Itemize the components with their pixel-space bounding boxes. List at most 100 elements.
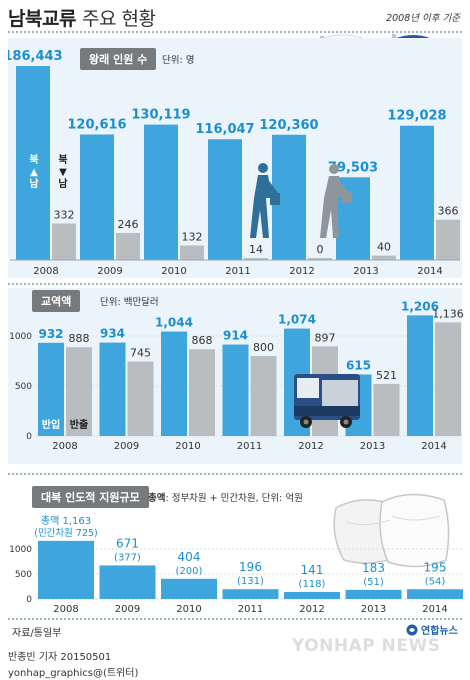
x-tick-label: 2010 — [161, 266, 186, 277]
x-tick-label: 2012 — [299, 604, 324, 615]
x-tick-label: 2010 — [176, 604, 201, 615]
legend-export: 반출 — [70, 418, 88, 431]
value-label-export: 868 — [192, 334, 213, 347]
value-label-south-to-north: 40 — [377, 241, 391, 254]
value-label-private-aid: (51) — [363, 577, 384, 588]
bar-export — [435, 322, 461, 436]
bar-export — [373, 383, 400, 436]
section3-divider — [8, 473, 462, 475]
value-label-import: 934 — [100, 327, 125, 341]
section2-unit: 단위: 백만달러 — [100, 297, 159, 308]
x-tick-label: 2013 — [360, 441, 385, 452]
x-tick-label: 2011 — [237, 441, 262, 452]
walking-person-icon — [320, 164, 352, 238]
value-label-total-aid: 183 — [362, 561, 385, 575]
bar-export — [189, 349, 215, 436]
x-tick-label: 2013 — [353, 266, 378, 277]
bar-import — [99, 342, 126, 436]
value-label-south-to-north: 0 — [317, 243, 324, 256]
x-tick-label: 2008 — [52, 441, 77, 452]
yonhap-logo-icon — [406, 624, 418, 635]
title-rest: 주요 현황 — [82, 8, 156, 30]
value-label-north-to-south: 186,443 — [8, 49, 63, 64]
bar-import — [407, 315, 433, 436]
x-tick-label: 2014 — [421, 441, 446, 452]
value-label-import: 615 — [346, 359, 371, 373]
legend-south-to-north: 북 ▼ 남 — [58, 154, 68, 190]
yonhap-logo: 연합뉴스 — [406, 622, 458, 637]
chart-trade: 0 500 1000 932 888 2008 934 745 2009 1,044 868 201… — [9, 299, 464, 452]
value-label-total-aid: 195 — [424, 560, 447, 574]
bar-import — [38, 342, 64, 436]
bar-south-to-north — [116, 232, 140, 260]
section3-unit-rest: : 정부차원 + 민간차원, 단위: 억원 — [165, 493, 303, 504]
section3-unit: 총액: 정부차원 + 민간차원, 단위: 억원 — [148, 490, 303, 504]
section3-unit-bold: 총액 — [148, 493, 166, 504]
y-tick-label: 500 — [15, 570, 32, 580]
bar-south-to-north — [244, 258, 268, 260]
bar-south-to-north — [308, 258, 332, 260]
bar-total-aid — [222, 589, 279, 599]
value-label-north-to-south: 116,047 — [195, 122, 254, 137]
value-label-import: 1,074 — [278, 313, 316, 327]
bar-total-aid — [407, 589, 463, 599]
header-divider — [8, 31, 462, 33]
value-label-north-to-south: 129,028 — [387, 109, 446, 124]
bar-south-to-north — [372, 255, 396, 260]
chart-visits: 186,443 332 2008 120,616 246 2009 130,119 132 20… — [8, 49, 460, 277]
section2-title: 교역액 — [32, 290, 81, 312]
bar-north-to-south — [400, 125, 434, 260]
value-label-south-to-north: 366 — [438, 205, 459, 218]
bar-south-to-north — [436, 219, 460, 260]
y-tick-label: 0 — [26, 432, 32, 442]
bar-export — [127, 361, 154, 436]
value-label-private-aid: (200) — [176, 566, 203, 577]
value-label-private-aid: (54) — [425, 576, 446, 587]
value-label-total-aid: 총액 1,163 — [41, 515, 91, 527]
logo-text: 연합뉴스 — [421, 626, 458, 637]
value-label-north-to-south: 120,360 — [259, 118, 318, 133]
value-label-import: 914 — [223, 329, 248, 343]
value-label-private-aid: (131) — [237, 576, 264, 587]
value-label-export: 1,136 — [432, 307, 464, 320]
contact-credit: yonhap_graphics@(트위터) — [8, 668, 139, 679]
title-bold: 남북교류 — [8, 8, 76, 30]
x-tick-label: 2011 — [225, 266, 250, 277]
value-label-north-to-south: 130,119 — [131, 108, 190, 123]
value-label-south-to-north: 14 — [249, 243, 263, 256]
bar-total-aid — [161, 578, 217, 599]
x-tick-label: 2014 — [422, 604, 447, 615]
bar-total-aid — [38, 540, 94, 599]
bar-import — [161, 331, 187, 436]
y-tick-label: 1000 — [9, 545, 32, 555]
bar-north-to-south — [208, 139, 242, 260]
bar-import — [222, 344, 249, 436]
value-label-north-to-south: 79,503 — [328, 160, 378, 175]
x-tick-label: 2013 — [361, 604, 386, 615]
bar-south-to-north — [180, 245, 204, 260]
bar-total-aid — [345, 589, 402, 599]
x-tick-label: 2009 — [97, 266, 122, 277]
bar-export — [66, 347, 92, 436]
bar-north-to-south — [144, 124, 178, 260]
section1-unit: 단위: 명 — [162, 55, 195, 66]
reporter-credit: 반종빈 기자 20150501 — [8, 652, 112, 663]
truck-icon — [294, 374, 360, 428]
rice-sack-icon — [333, 493, 450, 568]
value-label-import: 932 — [38, 327, 63, 341]
value-label-export: 888 — [69, 332, 90, 345]
value-label-export: 521 — [376, 369, 397, 382]
x-tick-label: 2008 — [33, 266, 58, 277]
value-label-import: 1,206 — [401, 299, 439, 313]
basis-note: 2008년 이후 기준 — [386, 13, 460, 24]
value-label-north-to-south: 120,616 — [67, 117, 126, 132]
bar-north-to-south — [16, 66, 50, 260]
chart-aid: 0 500 1000 총액 1,163(민간차원 725) 2008 671 (377) 2… — [9, 493, 463, 615]
section3-title: 대북 인도적 지원규모 — [32, 486, 149, 508]
value-label-south-to-north: 132 — [182, 230, 203, 243]
value-label-total-aid: 141 — [301, 563, 324, 577]
x-tick-label: 2010 — [175, 441, 200, 452]
y-tick-label: 500 — [15, 382, 32, 392]
value-label-private-aid: (118) — [299, 579, 326, 590]
